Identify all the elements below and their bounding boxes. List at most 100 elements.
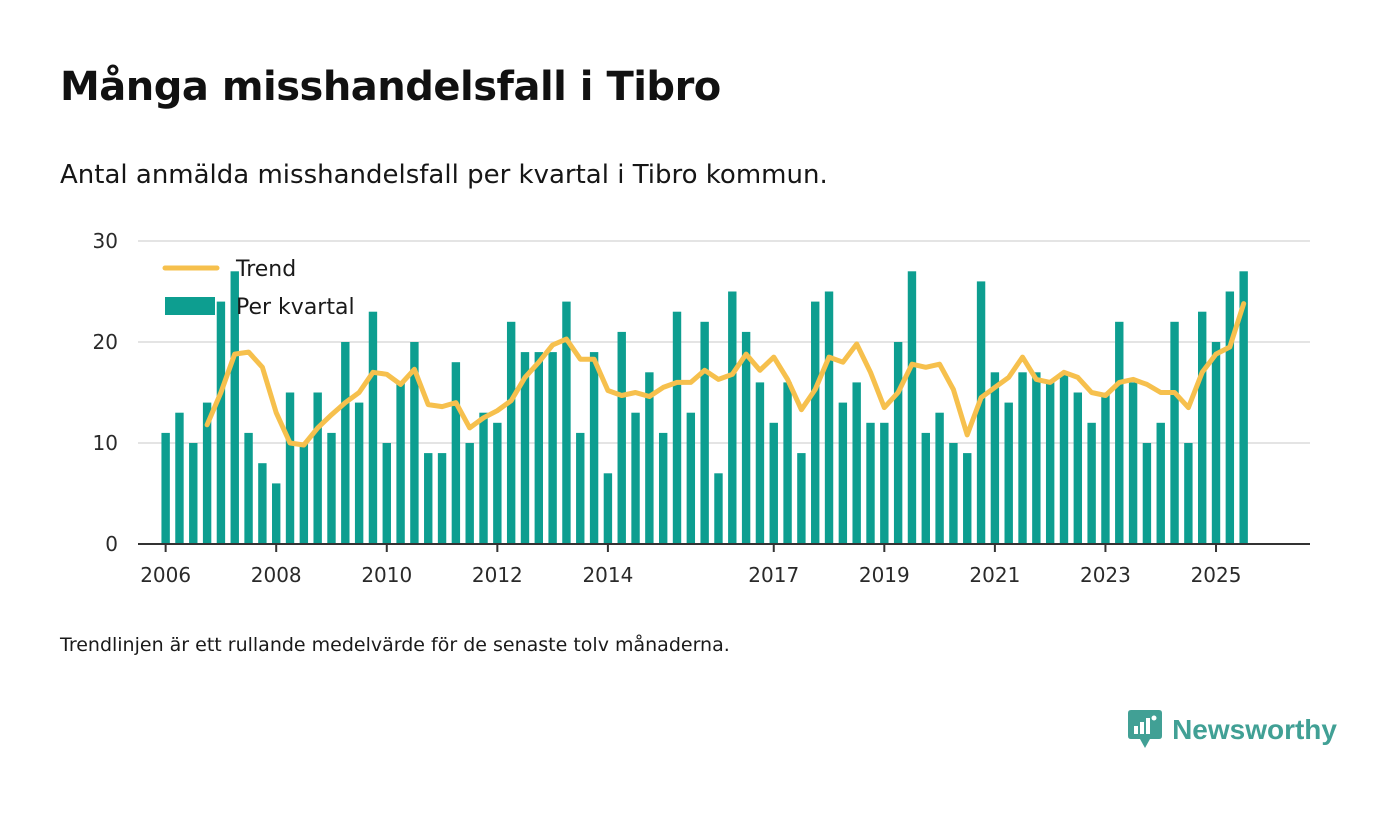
y-tick-label: 20 bbox=[93, 330, 118, 354]
bar bbox=[1156, 422, 1165, 544]
bar bbox=[230, 271, 239, 544]
trend-series bbox=[204, 301, 1247, 448]
bar bbox=[1142, 443, 1152, 544]
bar bbox=[824, 291, 834, 544]
footnote: Trendlinjen är ett rullande medelvärde f… bbox=[60, 634, 730, 656]
bar bbox=[617, 331, 626, 544]
bar bbox=[189, 443, 198, 544]
bar bbox=[741, 331, 751, 544]
bar bbox=[410, 342, 419, 544]
bar bbox=[797, 453, 806, 544]
bar bbox=[963, 453, 972, 544]
x-tick-label: 2023 bbox=[1080, 563, 1131, 587]
bar bbox=[907, 271, 917, 544]
bar bbox=[1239, 271, 1248, 544]
bar bbox=[811, 301, 820, 544]
bar bbox=[645, 372, 654, 544]
bar-series bbox=[161, 271, 1248, 544]
bar bbox=[1128, 382, 1138, 544]
bar bbox=[451, 362, 461, 544]
bar bbox=[700, 321, 709, 544]
bar bbox=[631, 412, 640, 544]
bar bbox=[1225, 291, 1235, 544]
bar bbox=[976, 281, 986, 544]
bar bbox=[396, 382, 405, 544]
bar bbox=[1073, 392, 1083, 544]
bar bbox=[548, 352, 557, 544]
bar bbox=[1101, 392, 1110, 544]
legend: Trend Per kvartal bbox=[162, 257, 355, 320]
bar bbox=[299, 443, 309, 544]
chart-title: Många misshandelsfall i Tibro bbox=[60, 64, 721, 110]
bar bbox=[506, 321, 516, 544]
bar bbox=[202, 402, 212, 544]
bar bbox=[534, 352, 544, 544]
newsworthy-logo-icon bbox=[1128, 710, 1163, 748]
bar bbox=[935, 412, 944, 544]
bar bbox=[216, 301, 226, 544]
bar bbox=[838, 402, 848, 544]
bar bbox=[437, 453, 447, 544]
x-tick-label: 2008 bbox=[251, 563, 302, 587]
bar bbox=[1004, 402, 1013, 544]
bar bbox=[341, 342, 350, 544]
bar bbox=[1045, 382, 1055, 544]
legend-label-per-kvartal: Per kvartal bbox=[236, 295, 355, 320]
x-tick-label: 2006 bbox=[140, 563, 191, 587]
y-tick-label: 0 bbox=[105, 532, 118, 556]
chart-area: 0 10 20 30 2006 2008 2010 2012 2014 2017 2019 2021 2… bbox=[93, 229, 1310, 587]
bar bbox=[1059, 372, 1069, 544]
chart-subtitle: Antal anmälda misshandelsfall per kvarta… bbox=[60, 160, 828, 190]
bar bbox=[603, 473, 613, 544]
bar bbox=[354, 402, 364, 544]
bar bbox=[285, 392, 295, 544]
bar bbox=[313, 392, 322, 544]
bar bbox=[368, 311, 378, 544]
bar bbox=[520, 352, 530, 544]
brand-logo: Newsworthy bbox=[1128, 710, 1337, 750]
x-tick-label: 2010 bbox=[361, 563, 412, 587]
bar bbox=[1184, 443, 1193, 544]
bar bbox=[949, 443, 958, 544]
bar bbox=[893, 342, 903, 544]
x-tick-label: 2025 bbox=[1191, 563, 1242, 587]
axes: 0 10 20 30 2006 2008 2010 2012 2014 2017 2019 2021 2… bbox=[93, 229, 1310, 587]
bar bbox=[769, 422, 778, 544]
legend-swatch-per-kvartal bbox=[165, 297, 215, 315]
bar bbox=[493, 422, 502, 544]
bar bbox=[161, 432, 170, 544]
bar bbox=[589, 352, 599, 544]
bar bbox=[755, 382, 765, 544]
bar bbox=[921, 432, 930, 544]
bar bbox=[783, 382, 792, 544]
bar bbox=[1211, 342, 1221, 544]
y-tick-label: 10 bbox=[93, 431, 118, 455]
trend-line bbox=[204, 301, 1247, 448]
bar bbox=[258, 463, 267, 544]
bar bbox=[424, 453, 433, 544]
x-tick-label: 2014 bbox=[582, 563, 633, 587]
bar bbox=[728, 291, 737, 544]
bar bbox=[1197, 311, 1207, 544]
bar bbox=[562, 301, 571, 544]
bar bbox=[382, 443, 391, 544]
bar bbox=[686, 412, 696, 544]
bar bbox=[576, 432, 585, 544]
bar bbox=[852, 382, 861, 544]
bar bbox=[658, 432, 668, 544]
bar bbox=[175, 412, 184, 544]
bar bbox=[1115, 321, 1124, 544]
bar bbox=[465, 443, 474, 544]
bar bbox=[866, 422, 875, 544]
x-tick-label: 2021 bbox=[969, 563, 1020, 587]
bar bbox=[714, 473, 723, 544]
bar bbox=[990, 372, 1000, 544]
y-tick-label: 30 bbox=[93, 229, 118, 253]
legend-label-trend: Trend bbox=[235, 257, 296, 282]
bar bbox=[244, 432, 253, 544]
bar bbox=[479, 412, 488, 544]
x-tick-label: 2017 bbox=[748, 563, 799, 587]
bar bbox=[327, 432, 336, 544]
bar bbox=[1032, 372, 1041, 544]
bar bbox=[1087, 422, 1096, 544]
